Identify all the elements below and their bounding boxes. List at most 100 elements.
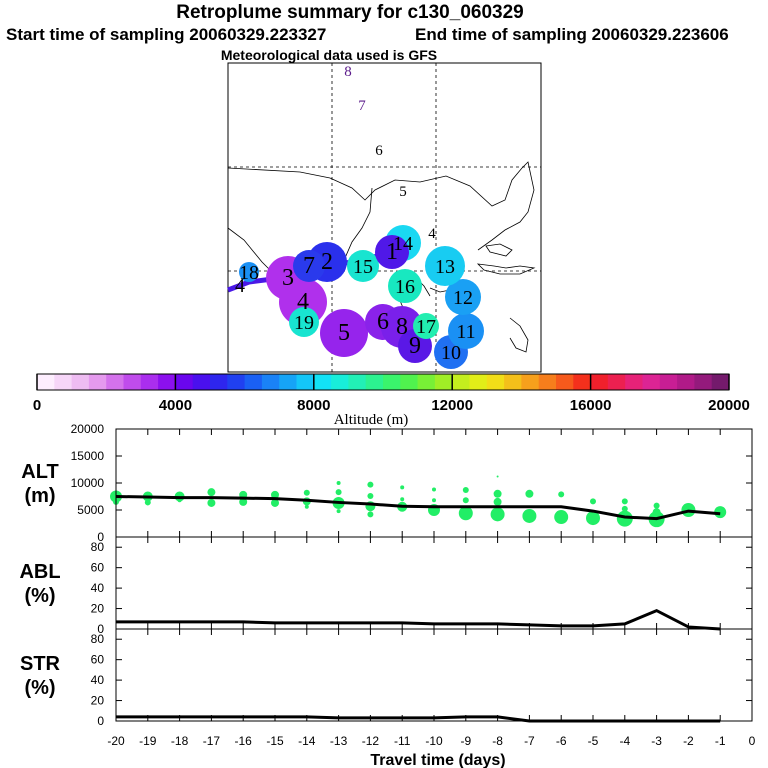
plume-label: 13 xyxy=(435,256,455,278)
plume-circle xyxy=(239,262,259,282)
panels-frame xyxy=(115,428,753,722)
plume-label-edge: 4 xyxy=(235,275,245,297)
map-panel: 876543183419568910111213271516171414 xyxy=(227,62,542,373)
plume-label: 8 xyxy=(396,314,408,340)
colorbar-swatch xyxy=(556,374,574,390)
colorbar-swatch xyxy=(71,374,90,390)
colorbar-swatch xyxy=(452,374,470,390)
day-label: 6 xyxy=(375,143,383,159)
y-tick-label: 20 xyxy=(91,694,105,708)
plume-label: 19 xyxy=(294,312,314,334)
colorbar-swatch xyxy=(538,374,557,390)
altitude-dot xyxy=(144,499,151,506)
altitude-dot xyxy=(493,497,502,506)
y-axis-label: (%) xyxy=(24,585,55,607)
day-label: 5 xyxy=(399,184,407,200)
altitude-dot xyxy=(714,506,727,519)
y-tick-label: 10000 xyxy=(71,476,105,490)
y-axis-label: (%) xyxy=(24,677,55,699)
colorbar-swatch xyxy=(521,374,540,390)
x-tick-label: -19 xyxy=(139,734,157,748)
day-label: 7 xyxy=(358,98,366,114)
colorbar-swatch xyxy=(54,374,73,390)
x-tick-label: -12 xyxy=(362,734,380,748)
altitude-dot xyxy=(458,506,473,521)
x-tick-label: -4 xyxy=(619,734,630,748)
altitude-dot xyxy=(616,510,633,527)
y-axis-label: (m) xyxy=(24,485,55,507)
altitude-dot xyxy=(522,508,537,523)
x-tick-label: -9 xyxy=(460,734,471,748)
plume-circle xyxy=(413,313,439,339)
y-tick-label: 5000 xyxy=(77,503,104,517)
x-tick-label: -10 xyxy=(425,734,443,748)
x-tick-label: -2 xyxy=(683,734,694,748)
plume-label: 17 xyxy=(416,316,436,338)
colorbar-swatch xyxy=(279,374,297,390)
colorbar-swatch xyxy=(642,374,661,390)
colorbar-tick-label: 16000 xyxy=(570,397,612,414)
plume-circle xyxy=(448,313,484,349)
y-tick-label: 0 xyxy=(97,530,104,544)
plume-label: 18 xyxy=(239,262,259,284)
altitude-dot xyxy=(558,491,565,498)
day-label: 8 xyxy=(344,64,352,80)
x-tick-label: -13 xyxy=(330,734,348,748)
colorbar-swatch xyxy=(348,374,367,390)
plume-label: 15 xyxy=(353,256,373,278)
colorbar-swatch xyxy=(123,374,142,390)
colorbar-swatch xyxy=(417,374,436,390)
x-tick-label: -18 xyxy=(171,734,189,748)
x-tick-label: -5 xyxy=(588,734,599,748)
y-tick-label: 0 xyxy=(97,714,104,728)
altitude-dot xyxy=(367,492,374,499)
altitude-dot xyxy=(496,475,499,478)
altitude-dot xyxy=(207,498,216,507)
colorbar-swatch xyxy=(590,374,609,390)
colorbar-swatch xyxy=(227,374,246,390)
altitude-dot xyxy=(271,498,279,507)
plume-label: 9 xyxy=(409,333,421,359)
altitude-dot xyxy=(621,498,628,505)
colorbar-tick-label: 0 xyxy=(33,397,41,414)
x-tick-label: -8 xyxy=(492,734,503,748)
colorbar-swatch xyxy=(140,374,159,390)
x-axis-label: Travel time (days) xyxy=(370,752,505,768)
colorbar-swatch xyxy=(434,374,453,390)
altitude-dot xyxy=(303,489,310,496)
altitude-dot xyxy=(336,509,341,514)
altitude-dot xyxy=(493,489,502,498)
plume-circle xyxy=(293,250,325,282)
plume-label: 7 xyxy=(303,253,315,279)
x-tick-label: -14 xyxy=(298,734,316,748)
plume-label: 2 xyxy=(321,249,333,275)
plume-label: 14 xyxy=(393,233,413,255)
colorbar-swatch xyxy=(244,374,263,390)
y-tick-label: 60 xyxy=(91,653,105,667)
colorbar-swatch xyxy=(37,374,55,390)
plume-label: 11 xyxy=(456,321,475,343)
x-tick-label: -7 xyxy=(524,734,535,748)
colorbar-swatch xyxy=(400,374,419,390)
altitude-dot xyxy=(367,511,374,518)
colorbar-swatch xyxy=(694,374,713,390)
plume-label: 6 xyxy=(377,309,389,335)
timeseries-panels: 05000100001500020000ALT(m)020406080ABL(%… xyxy=(19,422,755,768)
altitude-dot xyxy=(400,485,405,490)
colorbar-swatch xyxy=(192,374,211,390)
colorbar-swatch xyxy=(469,374,488,390)
colorbar-swatch xyxy=(261,374,280,390)
str-line xyxy=(116,715,721,723)
altitude-dot xyxy=(400,497,405,502)
altitude-dot xyxy=(177,498,182,503)
x-tick-label: -6 xyxy=(556,734,567,748)
y-tick-label: 40 xyxy=(91,673,105,687)
plume-circle xyxy=(320,309,368,357)
colorbar-swatch xyxy=(573,374,592,390)
met-data-label: Meteorological data used is GFS xyxy=(220,47,438,63)
start-sampling: Start time of sampling 20060329.223327 xyxy=(6,25,327,44)
altitude-dot xyxy=(367,481,374,488)
altitude-dot xyxy=(304,504,309,509)
plume-circle xyxy=(445,279,481,315)
